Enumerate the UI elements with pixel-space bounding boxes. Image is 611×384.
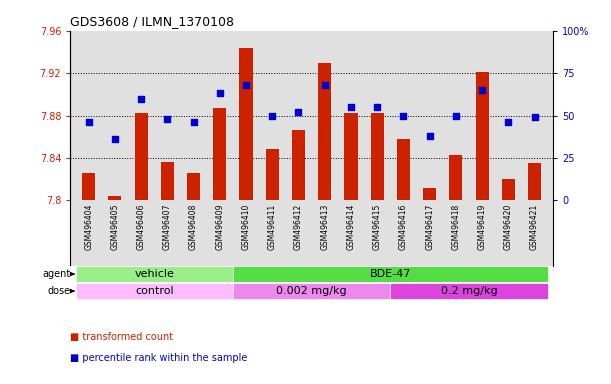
Text: GSM496405: GSM496405: [111, 204, 119, 250]
Bar: [502, 179, 515, 200]
Bar: [161, 162, 174, 200]
Point: [294, 109, 304, 115]
Bar: [76, 266, 233, 282]
Bar: [233, 283, 390, 299]
Bar: [266, 149, 279, 200]
Point: [215, 90, 225, 96]
Text: GSM496411: GSM496411: [268, 204, 277, 250]
Text: GSM496414: GSM496414: [346, 204, 356, 250]
Text: GSM496406: GSM496406: [137, 204, 145, 250]
Text: control: control: [135, 286, 174, 296]
Text: GSM496416: GSM496416: [399, 204, 408, 250]
Point: [477, 87, 487, 93]
Text: GSM496407: GSM496407: [163, 204, 172, 250]
Bar: [449, 155, 463, 200]
Point: [268, 113, 277, 119]
Point: [425, 133, 434, 139]
Text: GDS3608 / ILMN_1370108: GDS3608 / ILMN_1370108: [70, 15, 234, 28]
Text: 0.002 mg/kg: 0.002 mg/kg: [276, 286, 347, 296]
Point: [136, 96, 146, 102]
Bar: [82, 173, 95, 200]
Bar: [390, 283, 547, 299]
Bar: [345, 113, 357, 200]
Text: BDE-47: BDE-47: [370, 269, 411, 279]
Bar: [233, 266, 547, 282]
Point: [84, 119, 93, 126]
Text: ■ transformed count: ■ transformed count: [70, 332, 174, 342]
Bar: [528, 163, 541, 200]
Text: GSM496412: GSM496412: [294, 204, 303, 250]
Bar: [213, 108, 226, 200]
Text: GSM496408: GSM496408: [189, 204, 198, 250]
Bar: [318, 63, 331, 200]
Text: ■ percentile rank within the sample: ■ percentile rank within the sample: [70, 353, 247, 363]
Point: [189, 119, 199, 126]
Text: agent: agent: [43, 269, 71, 279]
Text: GSM496419: GSM496419: [478, 204, 486, 250]
Text: GSM496417: GSM496417: [425, 204, 434, 250]
Point: [530, 114, 540, 120]
Point: [320, 82, 329, 88]
Bar: [187, 173, 200, 200]
Point: [163, 116, 172, 122]
Bar: [423, 188, 436, 200]
Bar: [475, 72, 489, 200]
Text: dose: dose: [48, 286, 71, 296]
Point: [503, 119, 513, 126]
Point: [398, 113, 408, 119]
Point: [110, 136, 120, 142]
Text: GSM496409: GSM496409: [215, 204, 224, 250]
Point: [372, 104, 382, 110]
Bar: [240, 48, 252, 200]
Text: GSM496421: GSM496421: [530, 204, 539, 250]
Point: [241, 82, 251, 88]
Text: GSM496415: GSM496415: [373, 204, 382, 250]
Text: 0.2 mg/kg: 0.2 mg/kg: [441, 286, 497, 296]
Bar: [76, 283, 233, 299]
Text: GSM496410: GSM496410: [241, 204, 251, 250]
Text: GSM496404: GSM496404: [84, 204, 93, 250]
Text: GSM496413: GSM496413: [320, 204, 329, 250]
Bar: [397, 139, 410, 200]
Bar: [134, 113, 148, 200]
Text: vehicle: vehicle: [134, 269, 174, 279]
Bar: [292, 131, 305, 200]
Bar: [108, 196, 122, 200]
Point: [451, 113, 461, 119]
Bar: [371, 113, 384, 200]
Text: GSM496418: GSM496418: [452, 204, 461, 250]
Point: [346, 104, 356, 110]
Text: GSM496420: GSM496420: [504, 204, 513, 250]
